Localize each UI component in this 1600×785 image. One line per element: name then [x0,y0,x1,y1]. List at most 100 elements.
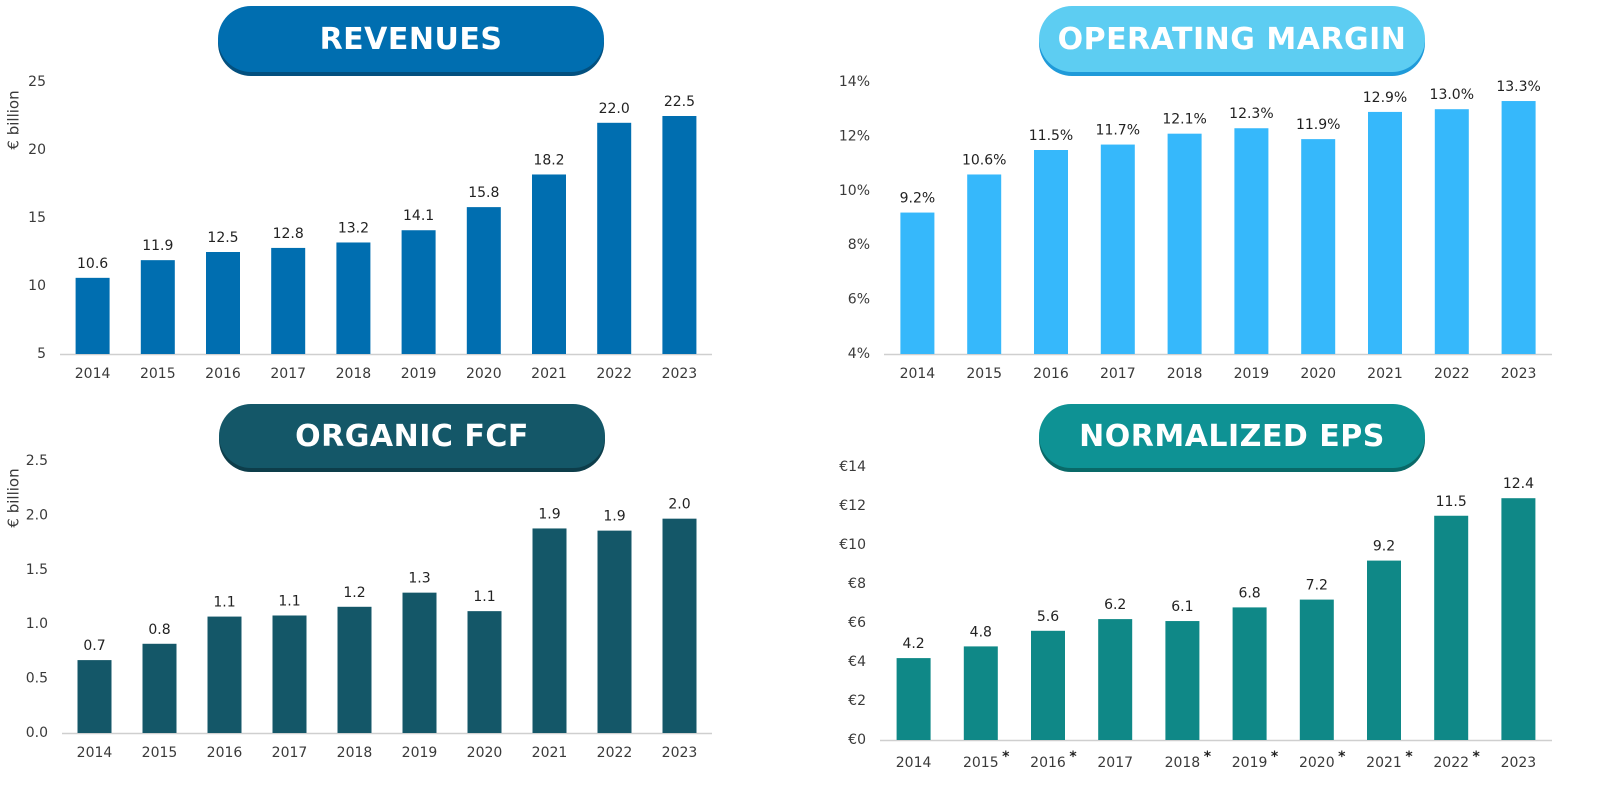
normalized-eps-panel: NORMALIZED EPS €0 €2 €4 €6 €8 €10 €12 €14 4.2 201… [800,392,1600,785]
footnote-asterisk: * [1069,749,1077,765]
data-label: 13.3% [1496,79,1540,95]
data-label: 22.0 [599,101,630,117]
operating-margin-panel: OPERATING MARGIN 4% 6% 8% 10% 12% 14% 9.2% 2014… [800,0,1600,392]
x-tick-label: 2018 [336,366,372,382]
x-tick-label: 2020 [466,366,502,382]
bar [1368,111,1402,354]
y-tick-label: 12% [839,128,870,144]
data-label: 0.8 [148,622,170,638]
data-label: 6.2 [1104,597,1126,613]
bar [1234,128,1269,354]
x-tick-label: 2017 [270,366,306,382]
bar [467,611,502,733]
x-tick-label: 2022 [596,366,632,382]
data-label: 1.9 [603,509,625,525]
bar [337,606,372,733]
x-tick-label: 2015 [966,366,1002,382]
y-tick-label: €12 [839,498,866,514]
x-tick-label: 2018 [1167,366,1203,382]
bar [900,212,935,354]
bar [1301,139,1336,354]
x-tick-label: 2019 [401,366,437,382]
data-label: 11.9 [142,238,173,254]
x-tick-label: 2023 [1501,755,1537,771]
footnote-asterisk: * [1473,749,1481,765]
data-label: 18.2 [533,152,564,168]
x-tick-label: 2016 [207,745,243,761]
y-tick-label: 5 [37,346,46,362]
data-label: 1.3 [408,571,430,587]
data-label: 4.2 [902,636,924,652]
data-label: 2.0 [668,497,690,513]
data-label: 12.5 [207,230,238,246]
footnote-asterisk: * [1204,749,1212,765]
footnote-asterisk: * [1002,749,1010,765]
y-tick-label: 4% [848,346,870,362]
data-label: 12.8 [273,226,304,242]
bar [402,592,437,733]
data-label: 4.8 [970,624,992,640]
data-label: 9.2 [1373,539,1395,555]
bar [271,247,306,354]
revenues-panel: REVENUES € billion 5 10 15 20 25 10.6 2014 11.9 2… [0,0,800,392]
bar [1098,619,1133,740]
bar [662,116,697,354]
bar [77,660,112,733]
footnote-asterisk: * [1271,749,1279,765]
y-tick-label: €6 [848,615,866,631]
x-tick-label: 2016 [1030,755,1066,771]
bar [532,528,567,733]
bar [466,207,501,354]
y-tick-label: 8% [848,237,870,253]
x-tick-label: 2023 [662,745,698,761]
data-label: 1.2 [343,585,365,601]
revenues-title: REVENUES [218,6,604,72]
data-label: 13.2 [338,220,369,236]
data-label: 11.5% [1029,128,1073,144]
bar [401,230,436,354]
bar [967,174,1002,354]
data-label: 22.5 [664,94,695,110]
data-label: 6.1 [1171,599,1193,615]
x-tick-label: 2017 [1097,755,1133,771]
y-tick-label: 10% [839,183,870,199]
bar [142,643,177,733]
bar [1165,621,1200,740]
x-tick-label: 2019 [1234,366,1270,382]
data-label: 1.1 [278,593,300,609]
bar [207,616,242,733]
bar [1034,150,1068,354]
organic-fcf-chart: € billion 0.0 0.5 1.0 1.5 2.0 2.5 0.7 2014 0.8 201… [5,453,712,761]
data-label: 15.8 [468,185,499,201]
data-label: 10.6 [77,256,108,272]
bar [1501,101,1536,354]
y-axis-title: € billion [5,90,23,149]
x-tick-label: 2021 [1366,755,1402,771]
y-tick-label: 25 [28,74,46,90]
x-tick-label: 2023 [1501,366,1537,382]
x-tick-label: 2014 [900,366,936,382]
data-label: 1.1 [213,595,235,611]
data-label: 7.2 [1306,578,1328,594]
data-label: 12.3% [1229,106,1273,122]
data-label: 14.1 [403,208,434,224]
y-axis-title: € billion [5,468,23,527]
x-tick-label: 2020 [1299,755,1335,771]
y-tick-label: €14 [839,459,866,475]
x-tick-label: 2021 [1367,366,1403,382]
x-tick-label: 2021 [531,366,567,382]
bar [1434,109,1469,354]
y-tick-label: 1.0 [26,616,48,632]
footnote-asterisk: * [1338,749,1346,765]
bar [140,260,175,354]
x-tick-label: 2022 [1434,366,1470,382]
bar [75,277,110,354]
x-tick-label: 2015 [140,366,176,382]
normalized-eps-title: NORMALIZED EPS [1039,404,1425,468]
bar [662,518,697,733]
bar [1031,630,1065,740]
x-tick-label: 2015 [963,755,999,771]
bar [1100,144,1135,354]
bar [597,530,632,733]
y-tick-label: 14% [839,74,870,90]
